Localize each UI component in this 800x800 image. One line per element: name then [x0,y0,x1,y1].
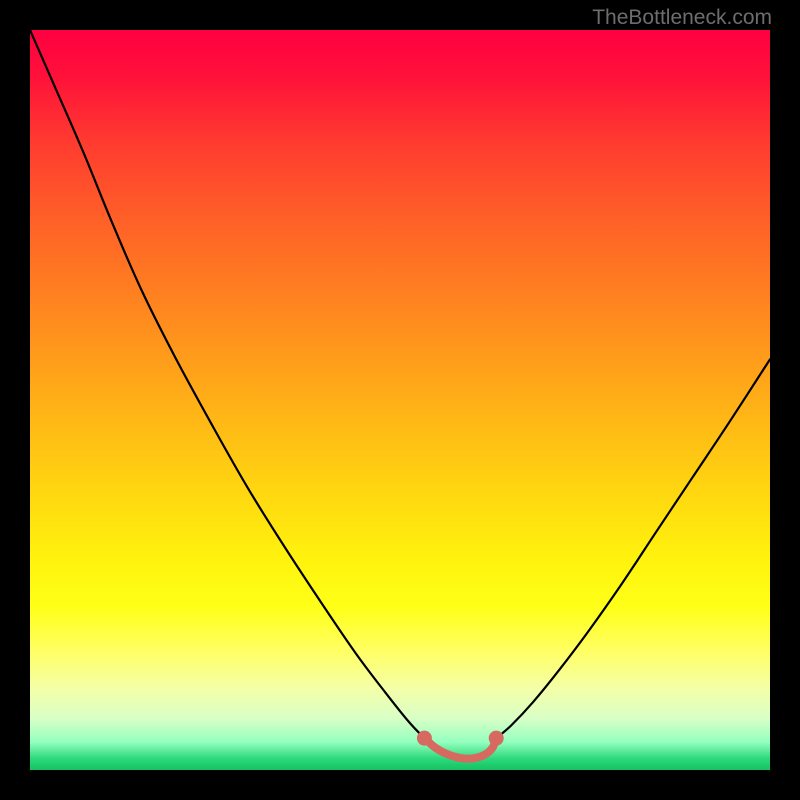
trough-segment [417,731,504,762]
curve-right [496,359,770,738]
chart-frame [0,0,800,800]
curve-left [30,30,424,738]
plot-area [30,30,770,770]
curve-layer [30,30,770,770]
watermark-text: TheBottleneck.com [592,6,772,30]
